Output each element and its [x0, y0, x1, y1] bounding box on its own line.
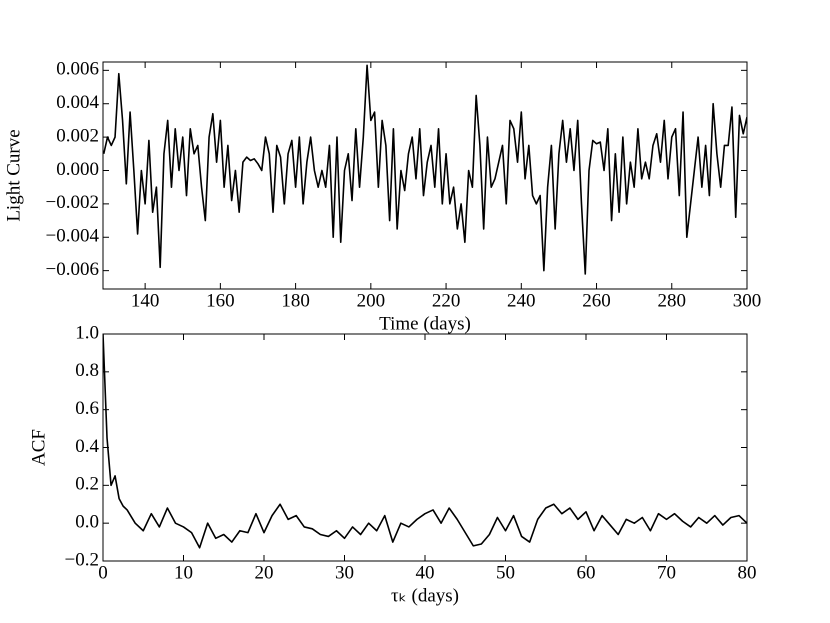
- y-tick-label: −0.2: [65, 549, 99, 570]
- y-tick-label: 0.002: [56, 125, 99, 146]
- x-tick-label: 280: [658, 290, 687, 311]
- x-tick-label: 40: [416, 562, 435, 583]
- x-tick-label: 160: [206, 290, 235, 311]
- y-tick-label: 0.0: [75, 512, 99, 533]
- data-line: [103, 64, 747, 275]
- y-tick-label: 0.4: [75, 436, 99, 457]
- x-tick-label: 260: [582, 290, 611, 311]
- x-tick-label: 10: [174, 562, 193, 583]
- x-tick-label: 0: [98, 562, 108, 583]
- x-tick-label: 180: [281, 290, 310, 311]
- x-tick-label: 20: [255, 562, 274, 583]
- x-axis-label: Time (days): [379, 313, 471, 334]
- y-axis-label: Light Curve: [3, 129, 24, 221]
- y-tick-label: 0.006: [56, 59, 99, 80]
- x-axis-label: τₖ (days): [391, 585, 459, 606]
- x-tick-label: 30: [335, 562, 354, 583]
- y-tick-label: 0.2: [75, 474, 99, 495]
- x-tick-label: 300: [733, 290, 762, 311]
- axes-frame: [102, 61, 748, 290]
- x-tick-label: 140: [131, 290, 160, 311]
- y-tick-label: −0.004: [46, 226, 100, 247]
- y-tick-label: 1.0: [75, 322, 99, 343]
- y-tick-label: 0.8: [75, 360, 99, 381]
- y-tick-label: 0.6: [75, 398, 99, 419]
- y-axis-label: ACF: [28, 429, 49, 466]
- y-tick-label: −0.006: [46, 259, 99, 280]
- x-tick-label: 240: [507, 290, 536, 311]
- axes-frame: [102, 333, 748, 562]
- y-tick-label: −0.002: [46, 192, 99, 213]
- data-line: [103, 334, 747, 549]
- x-tick-label: 70: [657, 562, 676, 583]
- x-tick-label: 50: [496, 562, 515, 583]
- x-tick-label: 200: [357, 290, 386, 311]
- y-tick-label: 0.000: [56, 159, 99, 180]
- x-tick-label: 220: [432, 290, 461, 311]
- y-tick-label: 0.004: [56, 92, 99, 113]
- x-tick-label: 80: [738, 562, 757, 583]
- x-tick-label: 60: [577, 562, 596, 583]
